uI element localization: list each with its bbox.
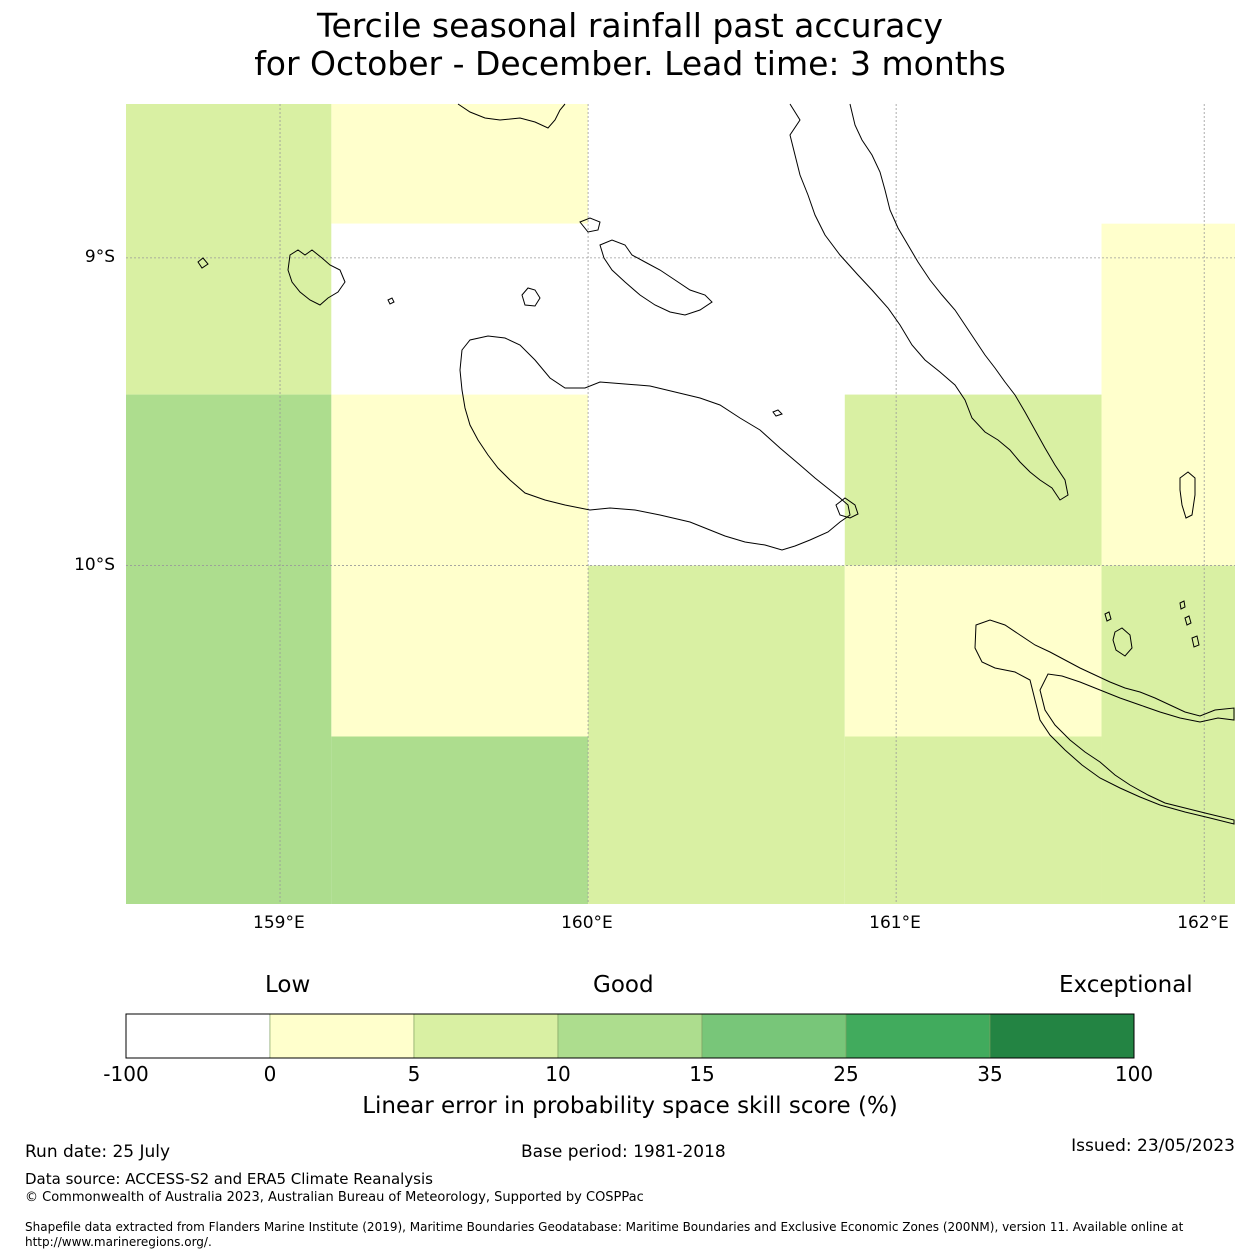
coastline-guadalcanal	[459, 335, 851, 551]
lon-tick-label: 160°E	[561, 913, 613, 933]
lon-tick-label: 162°E	[1177, 913, 1229, 933]
lat-tick-label: 10°S	[74, 554, 115, 575]
coastline-santa-isabel	[789, 103, 1069, 501]
coastline-island-small-c	[1184, 615, 1192, 626]
colorbar-tick-label: 10	[545, 1062, 571, 1086]
skill-cell-8	[331, 736, 589, 904]
lat-tick-label: 9°S	[84, 246, 115, 267]
graticule	[126, 104, 1235, 904]
colorbar-tick-label: 35	[977, 1062, 1003, 1086]
colorbar-tick-label: 100	[1114, 1062, 1154, 1086]
colorbar-tick-label: 5	[407, 1062, 421, 1086]
skill-cell-1	[331, 104, 589, 224]
coastline-island-small-b	[1179, 600, 1186, 610]
colorbar-tick-label: 25	[833, 1062, 859, 1086]
coastline-makira	[974, 619, 1235, 825]
map-title-line-1: Tercile seasonal rainfall past accuracy	[316, 6, 944, 45]
skill-cell-9	[588, 394, 845, 566]
colorbar-label: Linear error in probability space skill …	[362, 1093, 898, 1119]
copyright: © Commonwealth of Australia 2023, Austra…	[25, 1190, 644, 1205]
base-period: Base period: 1981-2018	[521, 1142, 726, 1162]
skill-cell-11	[588, 565, 845, 904]
skill-cell-0	[126, 104, 332, 395]
coastline-island-ulawa	[1112, 627, 1133, 657]
colorbar-word-exceptional: Exceptional	[1059, 972, 1193, 998]
skill-cell-13	[844, 736, 1102, 904]
colorbar-tick-label: -100	[103, 1062, 149, 1086]
coastline-ngella-tip	[579, 217, 601, 233]
skill-cell-12	[844, 565, 1102, 737]
lon-tick-label: 159°E	[253, 913, 305, 933]
shapefile-credit: Shapefile data extracted from Flanders M…	[25, 1220, 1184, 1249]
coastline-marau	[835, 497, 859, 519]
coastline-savo	[521, 287, 541, 307]
skill-cells	[126, 104, 1235, 904]
issued-date: Issued: 23/05/2023	[1071, 1136, 1235, 1156]
coastline-small-island-3	[772, 409, 783, 417]
colorbar-word-good: Good	[593, 972, 654, 998]
map-title-line-2: for October - December. Lead time: 3 mon…	[254, 44, 1006, 83]
coastline-small-island-2	[387, 297, 395, 305]
colorbar-tick-label: 0	[263, 1062, 277, 1086]
skill-cell-5	[1101, 223, 1235, 566]
coastline-island-small-a	[1104, 611, 1112, 622]
coastline-central-islands	[599, 239, 713, 316]
run-date: Run date: 25 July	[25, 1142, 171, 1162]
coastline-florida-islands	[287, 249, 346, 306]
coastline-small-island-1	[197, 257, 209, 269]
skill-cell-14	[1101, 565, 1235, 904]
coastline-russell-islands	[457, 103, 566, 129]
colorbar-word-low: Low	[265, 972, 311, 998]
skill-cell-2	[331, 223, 589, 395]
colorbar-tick-label: 15	[689, 1062, 715, 1086]
coastline-right-island	[1179, 471, 1196, 519]
coastlines	[197, 103, 1235, 825]
data-source: Data source: ACCESS-S2 and ERA5 Climate …	[25, 1170, 433, 1188]
skill-cell-3	[588, 104, 1102, 395]
lon-tick-label: 161°E	[869, 913, 921, 933]
skill-cell-10	[844, 394, 1102, 566]
coastline-island-small-d	[1191, 635, 1200, 648]
skill-cell-6	[126, 394, 332, 904]
skill-cell-4	[1101, 104, 1235, 224]
